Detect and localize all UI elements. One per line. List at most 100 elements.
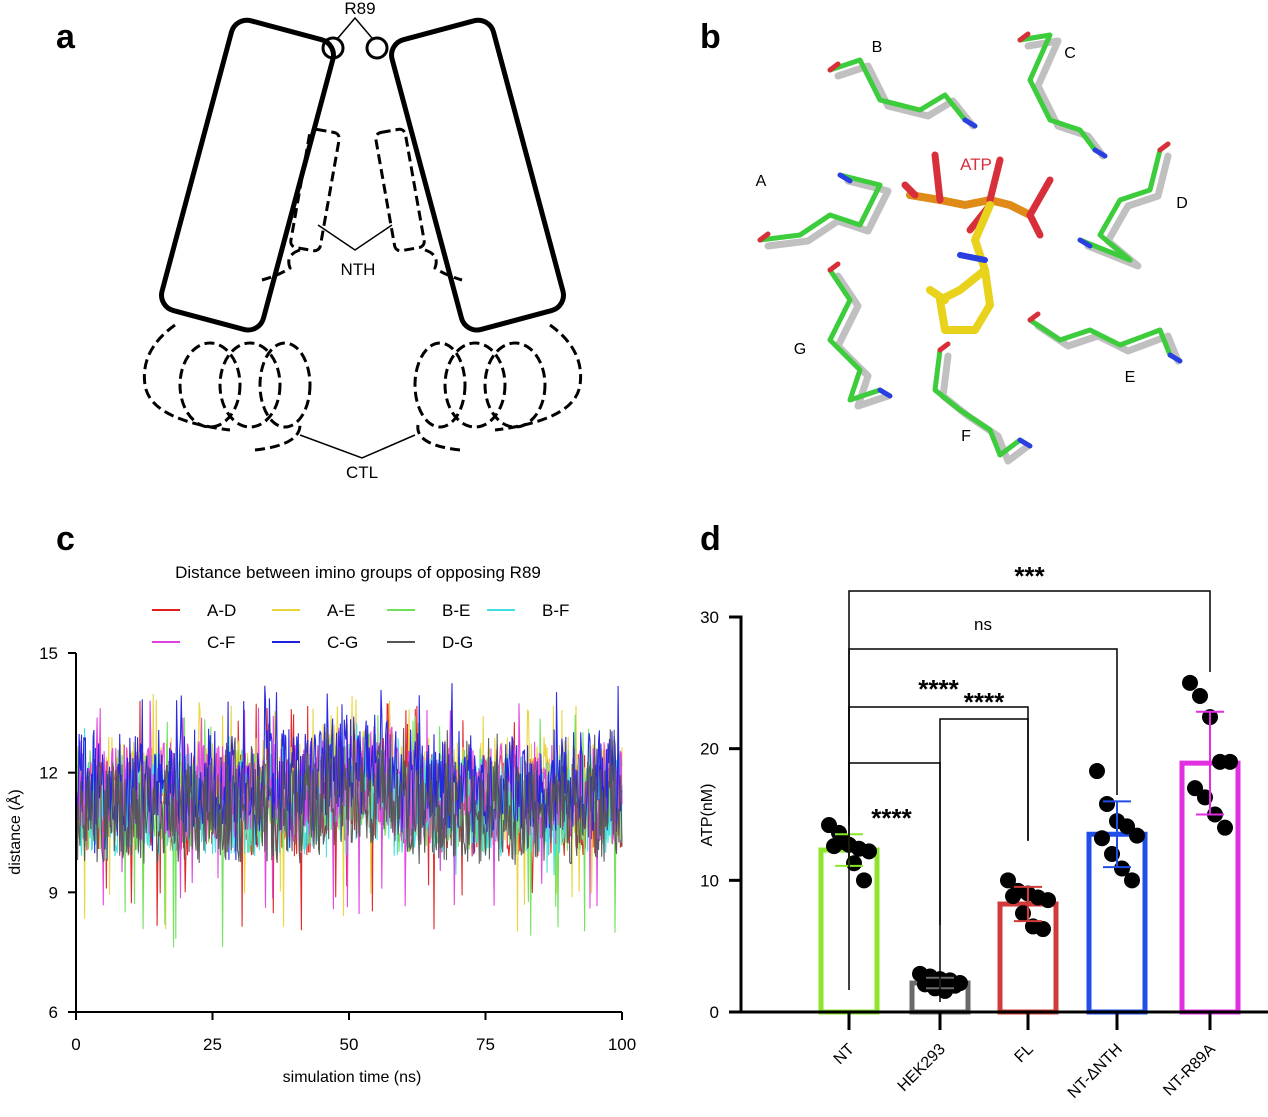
legend-label-a-d: A-D xyxy=(207,601,236,620)
y-tick-label: 12 xyxy=(39,764,58,783)
significance-label: ns xyxy=(974,615,992,634)
atp-oxygen xyxy=(901,181,919,199)
nitrogen-stick xyxy=(1077,237,1093,249)
ctl-dashed-loops xyxy=(142,323,583,452)
y-tick-label: 10 xyxy=(700,871,719,890)
nitrogen-stick xyxy=(1092,147,1108,159)
residue-stick-green xyxy=(1017,32,1098,153)
x-tick-label: 0 xyxy=(71,1035,80,1054)
data-point xyxy=(1005,888,1021,905)
ctl-label: CTL xyxy=(346,463,378,482)
series-line-d-g xyxy=(75,727,623,865)
residue-stick-green xyxy=(1077,147,1163,263)
x-tick-label: FL xyxy=(1012,1041,1037,1066)
residue-label-g: G xyxy=(794,341,806,358)
x-tick-label: 25 xyxy=(203,1035,222,1054)
atp-phosphate-chain xyxy=(906,191,1034,219)
chart-c-ylabel: distance (Å) xyxy=(5,789,24,874)
oxygen-stick xyxy=(1157,141,1171,153)
residue-label-b: B xyxy=(872,39,883,56)
chart-d-ylabel: ATP(nM) xyxy=(699,784,716,847)
left-subunit-body xyxy=(159,17,336,333)
data-point xyxy=(1222,753,1238,770)
panel-label-b: b xyxy=(700,18,721,56)
oxygen-stick xyxy=(827,261,841,273)
data-point xyxy=(1000,872,1016,889)
atp-nitrogen xyxy=(957,252,988,263)
r89-label: R89 xyxy=(344,0,375,18)
error-bar xyxy=(1103,800,1131,869)
nitrogen-stick xyxy=(1017,437,1033,449)
residue-label-c: C xyxy=(1064,45,1076,62)
legend-label-c-f: C-F xyxy=(207,633,235,652)
residue-stick-grey xyxy=(764,177,892,250)
right-subunit-body xyxy=(389,17,566,333)
atp-oxygen xyxy=(1026,176,1054,219)
residue-stick-green xyxy=(1027,317,1173,358)
chart-c-title: Distance between imino groups of opposin… xyxy=(175,563,541,582)
nth-label: NTH xyxy=(341,260,376,279)
y-tick-label: 30 xyxy=(700,608,719,627)
data-point xyxy=(1035,921,1051,938)
r89-right-circle xyxy=(365,36,389,60)
oxygen-stick xyxy=(937,341,951,353)
chart-c-xlabel: simulation time (ns) xyxy=(283,1069,422,1086)
data-point xyxy=(1182,674,1198,691)
data-point xyxy=(1129,827,1145,844)
significance-label: **** xyxy=(918,674,959,704)
oxygen-stick xyxy=(1017,31,1031,43)
nitrogen-stick xyxy=(1167,352,1183,364)
atp-oxygen xyxy=(986,156,1004,204)
nitrogen-stick xyxy=(837,172,853,184)
bar-nt-δnth xyxy=(1086,831,1148,1015)
r89-left-circle xyxy=(321,36,345,60)
y-tick-label: 0 xyxy=(710,1003,719,1022)
data-point xyxy=(1094,830,1110,847)
series-line-c-g xyxy=(75,683,623,861)
residue-stick-green xyxy=(932,347,1023,458)
channel-schematic-diagram: R89 NTH CTL xyxy=(142,0,583,482)
x-tick-label: NT-R89A xyxy=(1160,1041,1219,1100)
y-tick-label: 9 xyxy=(49,883,58,902)
chart-c-legend: A-D A-E B-E B-F C-F C-G D-G xyxy=(152,601,569,652)
significance-bracket xyxy=(848,590,1211,825)
atp-binding-site-structure: ATP A B C D E F G xyxy=(756,31,1188,465)
data-point xyxy=(861,843,877,860)
atp-label: ATP xyxy=(960,155,992,174)
y-tick-label: 6 xyxy=(49,1003,58,1022)
panel-label-c: c xyxy=(56,520,75,558)
y-tick-label: 20 xyxy=(700,740,719,759)
oxygen-stick xyxy=(1027,311,1041,323)
x-tick-label: 100 xyxy=(608,1035,636,1054)
data-point xyxy=(1089,763,1105,780)
oxygen-stick xyxy=(757,231,771,243)
x-tick-label: HEK293 xyxy=(895,1041,949,1095)
panel-label-a: a xyxy=(56,18,75,56)
residue-stick-green xyxy=(827,57,968,123)
residue-stick-green xyxy=(757,172,883,243)
legend-label-a-e: A-E xyxy=(327,601,355,620)
legend-label-b-f: B-F xyxy=(542,601,569,620)
atp-oxygen xyxy=(1026,211,1044,239)
residue-label-a: A xyxy=(756,173,767,190)
residue-stick-green xyxy=(827,267,883,403)
legend-label-d-g: D-G xyxy=(442,633,473,652)
x-tick-label: 50 xyxy=(340,1035,359,1054)
data-point xyxy=(856,872,872,889)
data-point xyxy=(1099,795,1115,812)
data-point xyxy=(1040,892,1056,909)
significance-label: *** xyxy=(1014,561,1045,591)
atp-adenine-ribose xyxy=(926,201,994,334)
residue-label-d: D xyxy=(1176,195,1188,212)
x-tick-label: NT-ΔNTH xyxy=(1065,1041,1126,1102)
nitrogen-stick xyxy=(877,387,893,399)
y-tick-label: 15 xyxy=(39,644,58,663)
legend-label-c-g: C-G xyxy=(327,633,358,652)
legend-label-b-e: B-E xyxy=(442,601,470,620)
data-point xyxy=(1217,819,1233,836)
data-point xyxy=(1124,872,1140,889)
residue-label-f: F xyxy=(961,428,971,445)
panel-label-d: d xyxy=(700,520,721,558)
x-tick-label: 75 xyxy=(476,1035,495,1054)
